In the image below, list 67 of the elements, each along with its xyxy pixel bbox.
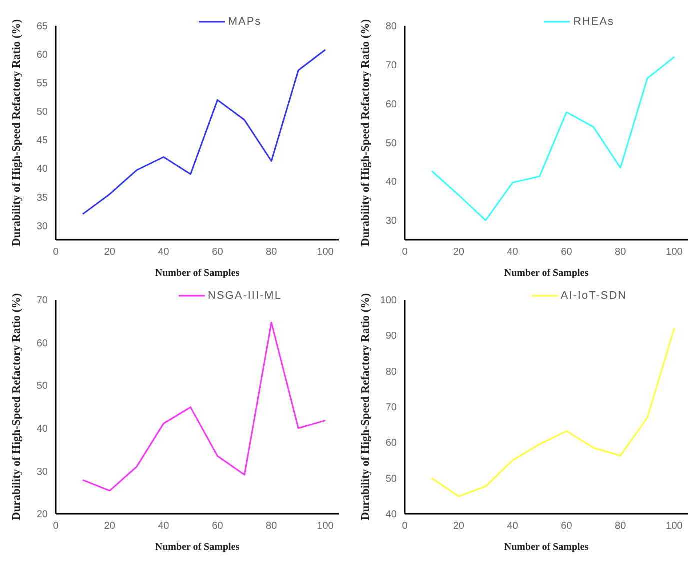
y-tick-label: 50 xyxy=(386,474,398,485)
x-tick-label: 40 xyxy=(507,247,519,258)
x-tick-label: 100 xyxy=(666,247,684,258)
y-tick-label: 40 xyxy=(386,177,398,188)
x-tick-label: 80 xyxy=(266,247,278,258)
y-tick-label: 60 xyxy=(36,338,48,350)
x-tick-label: 20 xyxy=(104,247,116,258)
x-tick-label: 60 xyxy=(561,521,573,532)
legend-label: MAPs xyxy=(227,16,262,28)
x-tick-label: 80 xyxy=(615,247,627,258)
y-tick-label: 50 xyxy=(36,107,48,118)
line-series xyxy=(82,49,326,216)
y-tick-label: 60 xyxy=(36,50,48,62)
x-tick-label: 100 xyxy=(317,247,334,258)
line-series xyxy=(431,327,676,498)
y-tick-label: 80 xyxy=(386,22,398,33)
y-tick-label: 35 xyxy=(36,192,48,204)
y-axis-title: Durability of High-Speed Refactory Ratio (%) xyxy=(360,293,372,521)
x-tick-label: 20 xyxy=(453,247,465,258)
y-tick-label: 65 xyxy=(36,22,48,33)
x-tick-label: 0 xyxy=(53,521,60,532)
x-axis-title: Number of Samples xyxy=(155,542,240,553)
line-series xyxy=(431,56,676,222)
y-tick-label: 70 xyxy=(386,60,398,72)
y-axis-title: Durability of High-Speed Refactory Ratio (%) xyxy=(11,19,24,247)
y-tick-label: 70 xyxy=(386,402,398,414)
x-tick-label: 80 xyxy=(266,521,278,532)
x-tick-label: 60 xyxy=(212,521,224,532)
y-tick-label: 50 xyxy=(36,381,48,392)
line-series xyxy=(82,322,326,492)
y-axis-title: Durability of High-Speed Refactory Ratio (%) xyxy=(360,19,372,247)
y-tick-label: 30 xyxy=(36,221,48,232)
y-tick-label: 20 xyxy=(36,510,48,521)
y-tick-label: 40 xyxy=(36,424,48,435)
x-tick-label: 60 xyxy=(561,247,573,258)
x-axis-title: Number of Samples xyxy=(504,542,589,553)
legend-label: NSGA-III-ML xyxy=(207,290,282,302)
y-tick-label: 40 xyxy=(386,510,398,521)
x-tick-label: 60 xyxy=(212,247,224,258)
x-tick-label: 0 xyxy=(402,521,408,532)
legend-label: RHEAs xyxy=(572,16,615,28)
y-tick-label: 70 xyxy=(36,296,48,307)
y-tick-label: 80 xyxy=(386,366,398,378)
y-tick-label: 30 xyxy=(386,216,398,228)
x-tick-label: 80 xyxy=(615,521,627,532)
y-tick-label: 50 xyxy=(386,138,398,150)
y-tick-label: 30 xyxy=(36,466,48,478)
x-tick-label: 0 xyxy=(402,247,408,258)
x-axis-title: Number of Samples xyxy=(155,268,240,279)
x-axis-title: Number of Samples xyxy=(504,268,589,279)
y-tick-label: 60 xyxy=(386,99,398,110)
y-tick-label: 40 xyxy=(36,164,48,176)
y-tick-label: 90 xyxy=(386,331,398,342)
x-tick-label: 0 xyxy=(53,247,60,258)
y-tick-label: 55 xyxy=(36,78,48,90)
x-tick-label: 20 xyxy=(453,521,465,532)
x-tick-label: 40 xyxy=(507,521,519,532)
x-tick-label: 100 xyxy=(666,521,684,532)
x-tick-label: 20 xyxy=(104,521,116,532)
y-axis-title: Durability of High-Speed Refactory Ratio (%) xyxy=(11,293,24,521)
x-tick-label: 40 xyxy=(158,521,170,532)
y-tick-label: 100 xyxy=(380,296,398,307)
y-tick-label: 45 xyxy=(36,136,48,147)
x-tick-label: 100 xyxy=(317,521,334,532)
y-tick-label: 60 xyxy=(386,438,398,450)
x-tick-label: 40 xyxy=(158,247,170,258)
legend-label: AI-IoT-SDN xyxy=(560,290,628,302)
